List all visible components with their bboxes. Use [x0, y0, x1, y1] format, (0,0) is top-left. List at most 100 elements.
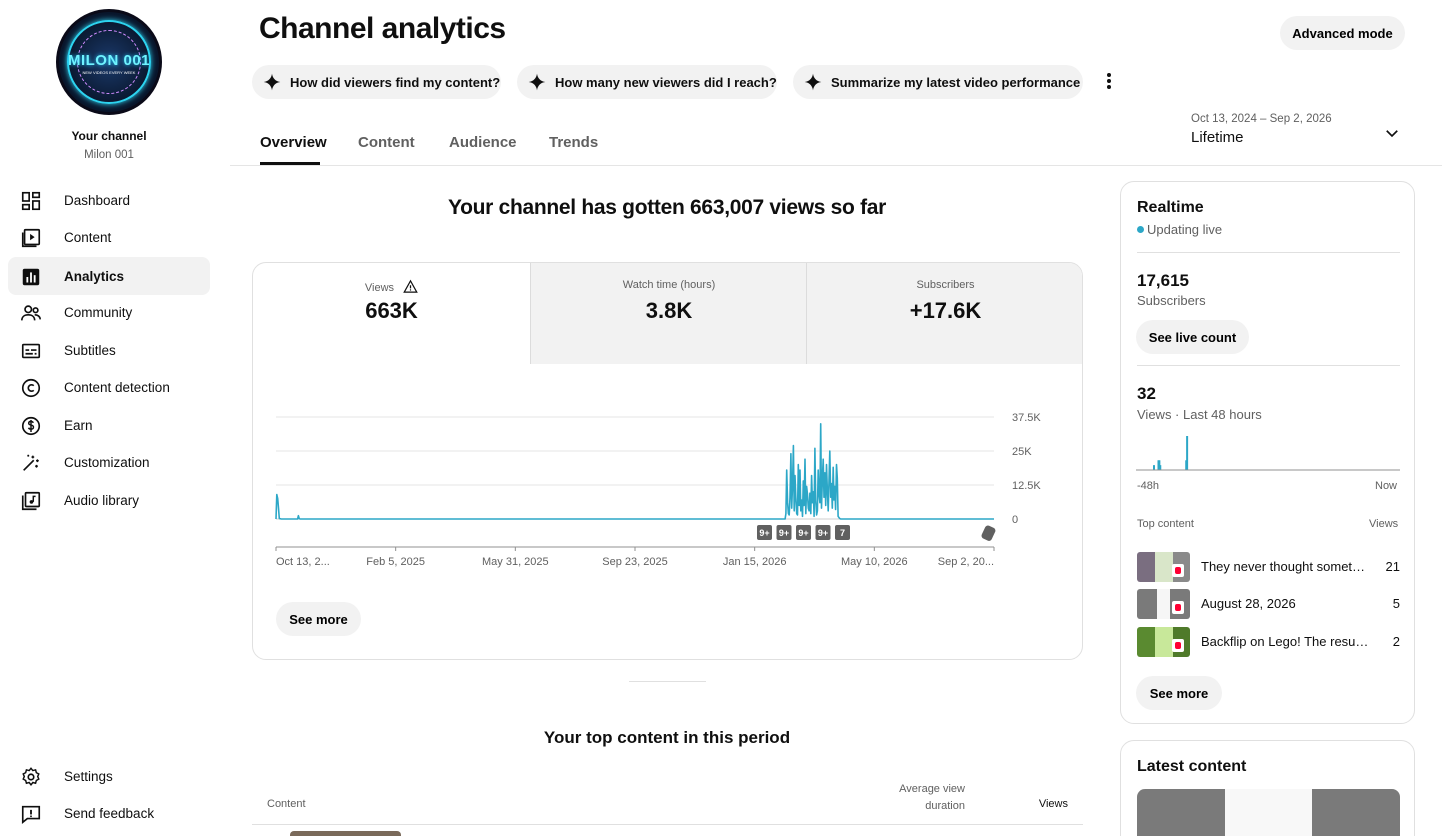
realtime-bar[interactable]	[1186, 436, 1189, 470]
metric-label: Watch time (hours)	[622, 279, 716, 291]
tab-overview[interactable]: Overview	[260, 134, 327, 151]
x-tick-label: Feb 5, 2025	[366, 556, 425, 568]
latest-content-thumbnail[interactable]	[1137, 789, 1400, 836]
sparkle-icon	[528, 73, 546, 91]
tab-trends[interactable]: Trends	[549, 134, 599, 151]
metric-watch-time[interactable]: Watch time (hours) 3.8K	[530, 263, 807, 364]
channel-avatar[interactable]: MILON 001 NEW VIDEOS EVERY WEEK	[56, 9, 162, 115]
tab-content[interactable]: Content	[358, 134, 415, 151]
realtime-status: Updating live	[1137, 222, 1222, 237]
more-vert-icon[interactable]	[1100, 70, 1118, 94]
column-header-views[interactable]: Views	[1038, 798, 1068, 810]
views-headline: Your channel has gotten 663,007 views so…	[447, 196, 887, 219]
section-divider	[629, 681, 706, 682]
video-marker[interactable]	[835, 525, 850, 540]
metric-views[interactable]: Views 663K	[253, 263, 530, 364]
video-marker[interactable]	[776, 525, 792, 540]
column-header-avg-view-duration[interactable]: Average view duration	[899, 783, 965, 812]
sidebar-item-label: Subtitles	[64, 342, 116, 358]
channel-name: Milon 001	[84, 149, 134, 161]
audio-library-icon	[21, 491, 41, 511]
sidebar-item-content[interactable]: Content	[8, 218, 210, 256]
tabs-divider	[230, 165, 1442, 166]
suggestion-chip-new-viewers[interactable]: How many new viewers did I reach?	[517, 65, 777, 99]
sidebar-item-label: Content detection	[64, 379, 170, 395]
sidebar-item-subtitles[interactable]: Subtitles	[8, 331, 210, 369]
video-views: 2	[1392, 634, 1400, 649]
chart-see-more-button[interactable]: See more	[276, 602, 361, 636]
analytics-icon	[22, 268, 40, 286]
video-title: August 28, 2026	[1201, 596, 1296, 611]
date-period-text: Lifetime	[1191, 129, 1244, 146]
sidebar-item-label: Customization	[64, 454, 150, 470]
dashboard-icon	[21, 191, 41, 211]
realtime-subscribers-value: 17,615	[1137, 271, 1189, 290]
magic-wand-icon	[23, 454, 39, 471]
realtime-views-label: Views · Last 48 hours	[1137, 407, 1262, 422]
advanced-mode-button[interactable]: Advanced mode	[1280, 16, 1405, 50]
video-marker-label: 7	[840, 528, 845, 538]
shorts-icon	[1172, 601, 1184, 614]
top-content-label: Top content	[1137, 518, 1194, 530]
video-marker[interactable]	[815, 525, 831, 540]
sidebar-item-analytics[interactable]: Analytics	[8, 257, 210, 295]
avatar-logo-text: MILON 001	[67, 52, 151, 69]
avatar-logo-subtext: NEW VIDEOS EVERY WEEK	[82, 70, 136, 75]
sidebar-item-community[interactable]: Community	[8, 293, 210, 331]
sidebar-item-audio-library[interactable]: Audio library	[8, 481, 210, 519]
top-content-title: Your top content in this period	[543, 728, 791, 747]
realtime-title: Realtime	[1137, 199, 1204, 216]
views-line-chart[interactable]: 37.5K 25K 12.5K 0 9+ 9+ 9+ 9+ 7 Oct 13, 2... Feb 5…	[253, 364, 1083, 584]
sidebar-item-send-feedback[interactable]: Send feedback	[8, 794, 210, 832]
video-thumbnail	[1137, 589, 1190, 619]
chevron-down-icon[interactable]	[1383, 124, 1401, 142]
realtime-top-item[interactable]: They never thought something... 21	[1137, 552, 1400, 582]
video-views: 21	[1385, 559, 1400, 574]
tab-audience[interactable]: Audience	[449, 134, 517, 151]
top-content-thumbnail[interactable]	[290, 831, 401, 836]
suggestion-chip-summarize[interactable]: Summarize my latest video performance	[793, 65, 1083, 99]
y-tick-label: 12.5K	[1012, 480, 1041, 492]
metric-value: 3.8K	[645, 298, 693, 323]
subtitles-icon	[21, 343, 41, 359]
sidebar-item-label: Community	[64, 304, 133, 320]
y-tick-label: 37.5K	[1012, 412, 1041, 424]
feedback-icon	[21, 805, 41, 824]
realtime-bar[interactable]	[1159, 465, 1162, 470]
video-marker-label: 9+	[759, 528, 769, 538]
suggestion-chip-viewers-find[interactable]: How did viewers find my content?	[252, 65, 501, 99]
video-marker[interactable]	[796, 525, 811, 540]
sidebar-item-settings[interactable]: Settings	[8, 757, 210, 795]
sidebar-item-content-detection[interactable]: Content detection	[8, 368, 210, 406]
page-title: Channel analytics	[259, 12, 506, 45]
video-marker-label: 9+	[779, 528, 789, 538]
metric-label-text: Views	[364, 282, 395, 294]
sidebar-item-dashboard[interactable]: Dashboard	[8, 181, 210, 219]
chip-label: Summarize my latest video performance	[831, 74, 1081, 90]
sidebar-item-customization[interactable]: Customization	[8, 443, 210, 481]
realtime-see-more-button[interactable]: See more	[1136, 676, 1222, 710]
metric-label: Views	[253, 279, 530, 294]
see-live-count-button[interactable]: See live count	[1136, 320, 1249, 354]
video-title: Backflip on Lego! The result...	[1201, 634, 1369, 649]
views-series-line[interactable]	[275, 423, 994, 520]
gear-icon	[22, 767, 40, 786]
sidebar-item-label: Content	[64, 229, 112, 245]
metric-subscribers[interactable]: Subscribers +17.6K	[806, 263, 1082, 364]
shorts-marker-icon[interactable]	[981, 525, 997, 542]
realtime-axis-start: -48h	[1137, 480, 1160, 492]
realtime-top-item[interactable]: August 28, 2026 5	[1137, 589, 1400, 619]
realtime-bar[interactable]	[1153, 465, 1155, 470]
sidebar-item-earn[interactable]: Earn	[8, 406, 210, 444]
realtime-top-item[interactable]: Backflip on Lego! The result... 2	[1137, 627, 1400, 657]
sidebar-item-label: Dashboard	[64, 192, 131, 208]
channel-label: Your channel	[71, 129, 147, 143]
video-thumbnail	[1137, 627, 1190, 657]
warning-icon[interactable]	[403, 279, 418, 294]
video-marker[interactable]	[757, 525, 772, 540]
sidebar-item-label: Send feedback	[64, 805, 155, 821]
x-tick-label: Jan 15, 2026	[723, 556, 787, 568]
realtime-axis-end: Now	[1375, 480, 1398, 492]
content-icon	[21, 228, 41, 248]
realtime-bar-chart[interactable]	[1136, 430, 1400, 474]
